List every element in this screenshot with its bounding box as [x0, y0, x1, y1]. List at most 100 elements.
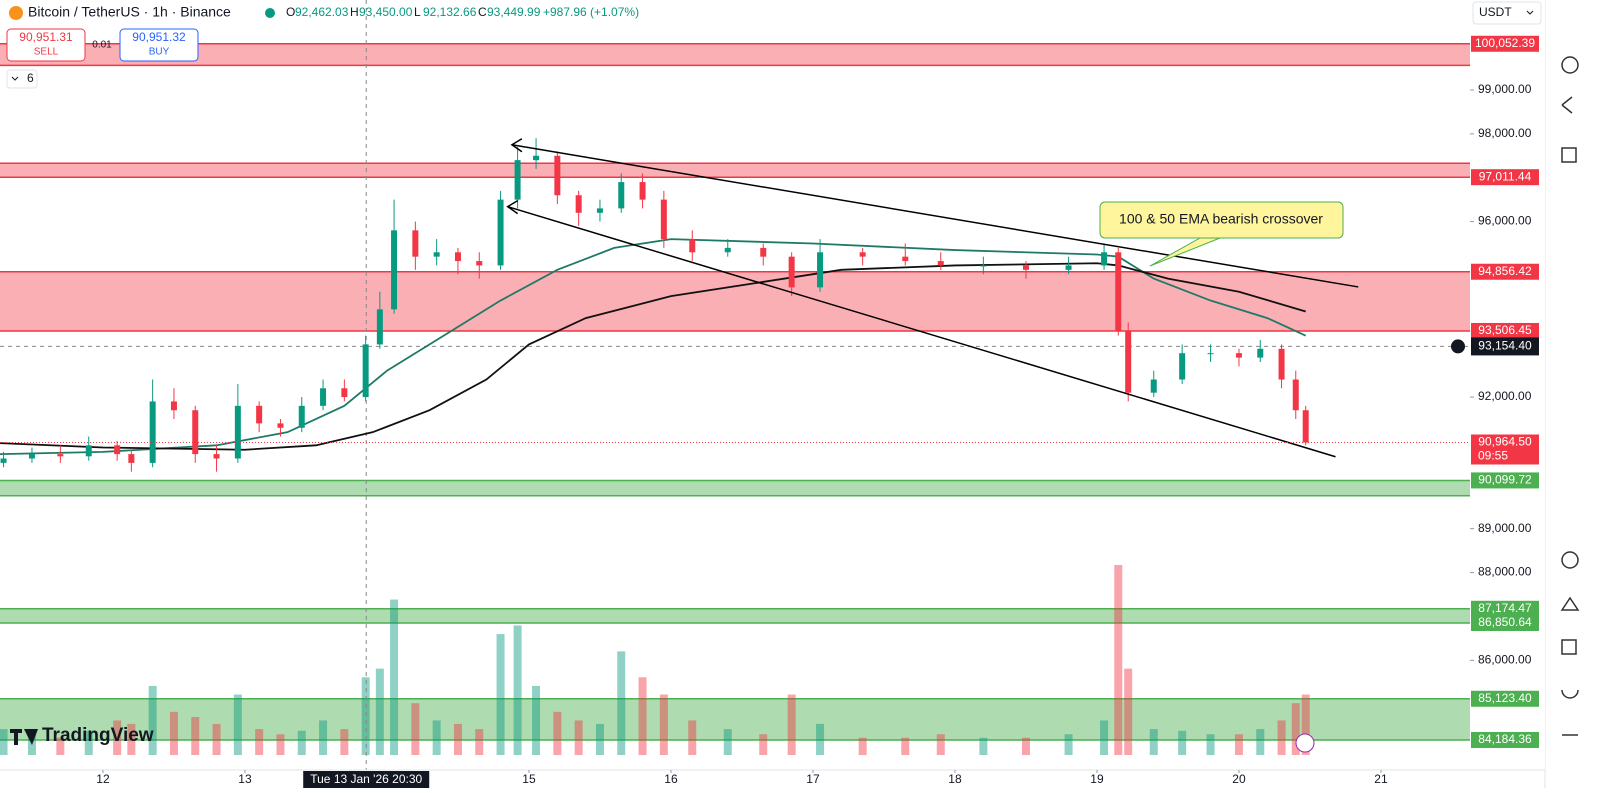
volume-bar [475, 729, 484, 755]
level-label: 85,123.40 [1478, 691, 1532, 705]
level-label: 86,850.64 [1478, 615, 1532, 629]
y-tick-label: 96,000.00 [1478, 214, 1532, 228]
volume-bar [390, 599, 399, 755]
candle-body [320, 388, 327, 406]
ohlc-label: O [286, 5, 295, 19]
volume-bar [212, 723, 221, 755]
candle-body [618, 182, 625, 209]
y-tick-label: 86,000.00 [1478, 652, 1532, 666]
volume-bar [1064, 734, 1073, 755]
right-toolbar [1545, 0, 1597, 788]
volume-bar [595, 723, 604, 755]
zone [0, 163, 1470, 178]
candle-body [114, 445, 121, 455]
x-tick-label: 13 [238, 772, 252, 786]
ohlc-label: L [414, 5, 421, 19]
indicators-toggle[interactable] [6, 69, 38, 89]
sell-button[interactable] [6, 28, 86, 62]
candle-body [817, 252, 824, 288]
candle-body [596, 208, 603, 213]
candle-body [1207, 353, 1214, 355]
crosshair-price: 93,154.40 [1478, 339, 1532, 353]
volume-bar [532, 685, 541, 755]
y-tick-label: 92,000.00 [1478, 389, 1532, 403]
alert-icon[interactable] [1295, 733, 1315, 753]
volume-bar [113, 720, 122, 755]
candle-body [575, 195, 582, 213]
candle-body [1278, 348, 1285, 380]
volume-bar [191, 717, 200, 755]
y-tick-label: 99,000.00 [1478, 82, 1532, 96]
volume-bar [340, 729, 349, 755]
candle-body [234, 405, 241, 459]
toolbar-icons[interactable] [1560, 56, 1580, 736]
candle-body [170, 401, 177, 411]
currency[interactable]: USDT [1479, 5, 1512, 19]
level-label-bg [1471, 472, 1539, 489]
symbol: Bitcoin / TetherUS · 1h · Binance [28, 4, 231, 20]
buy-label[interactable]: BUY [149, 47, 170, 58]
y-tick-label: 88,000.00 [1478, 565, 1532, 579]
candle-body [1065, 265, 1072, 270]
volume-bar [148, 685, 157, 755]
indicators-count[interactable]: 6 [27, 71, 34, 85]
volume-bar [787, 694, 796, 755]
volume-bar [169, 711, 178, 755]
candle-body [980, 265, 987, 267]
countdown: 09:55 [1478, 449, 1508, 463]
level-label: 90,099.72 [1478, 473, 1532, 487]
volume-bar [276, 734, 285, 755]
volume-bar [1100, 720, 1109, 755]
volume-bar [816, 723, 825, 755]
candle-body [1257, 348, 1264, 358]
volume-bar [553, 711, 562, 755]
x-tick-label: 20 [1232, 772, 1246, 786]
buy-price[interactable]: 90,951.32 [132, 30, 186, 44]
sell-price[interactable]: 90,951.31 [19, 30, 73, 44]
time-axis: 12 13 15 16 17 18 19 20 21 Tue 13 Jan '26 20:30 [96, 770, 1388, 788]
candle-body [1101, 252, 1108, 266]
level-label-bg [1471, 614, 1539, 631]
volume-bar [1301, 694, 1310, 755]
buy-button[interactable] [119, 28, 199, 62]
level-label: 84,184.36 [1478, 732, 1532, 746]
volume-bar [1277, 720, 1286, 755]
ohlc-value: 93,450.00 [359, 5, 413, 19]
volume-bar [759, 734, 768, 755]
candle-body [412, 230, 419, 257]
add-alert[interactable] [1451, 339, 1465, 354]
volume-bar [411, 703, 420, 755]
currency-select[interactable] [1472, 1, 1542, 25]
candle-body [0, 458, 7, 463]
bitcoin-icon [9, 6, 23, 20]
volume-bar [1234, 734, 1243, 755]
volume-bar [688, 720, 697, 755]
x-tick-label: 17 [806, 772, 820, 786]
sell-label[interactable]: SELL [34, 47, 59, 58]
candle-body [639, 182, 646, 200]
x-tick-label: 12 [96, 772, 110, 786]
volume-bar [1206, 734, 1215, 755]
volume-bar [432, 720, 441, 755]
x-tick-label: 19 [1090, 772, 1104, 786]
volume-bar [233, 694, 242, 755]
chevron [1526, 10, 1534, 15]
volume-bar [297, 730, 306, 755]
x-tick-label: 16 [664, 772, 678, 786]
level-label: 94,856.42 [1478, 264, 1532, 278]
price-axis-bg [1470, 0, 1545, 770]
volume-bar [901, 737, 910, 755]
price-axis: 100,052.39 97,011.44 94,856.42 93,506.45 90,… [1451, 35, 1539, 748]
ohlc-label: C [478, 5, 487, 19]
last-price-label: 90,964.50 [1478, 435, 1532, 449]
volume-bar [659, 694, 668, 755]
volume-bar [1149, 729, 1158, 755]
level-label: 100,052.39 [1475, 36, 1535, 50]
y-tick-label: 89,000.00 [1478, 521, 1532, 535]
volume-bar [936, 734, 945, 755]
x-tick-label: 21 [1374, 772, 1388, 786]
spread: 0.01 [92, 40, 112, 51]
volume-bar [496, 634, 505, 755]
candle-body [902, 256, 909, 262]
